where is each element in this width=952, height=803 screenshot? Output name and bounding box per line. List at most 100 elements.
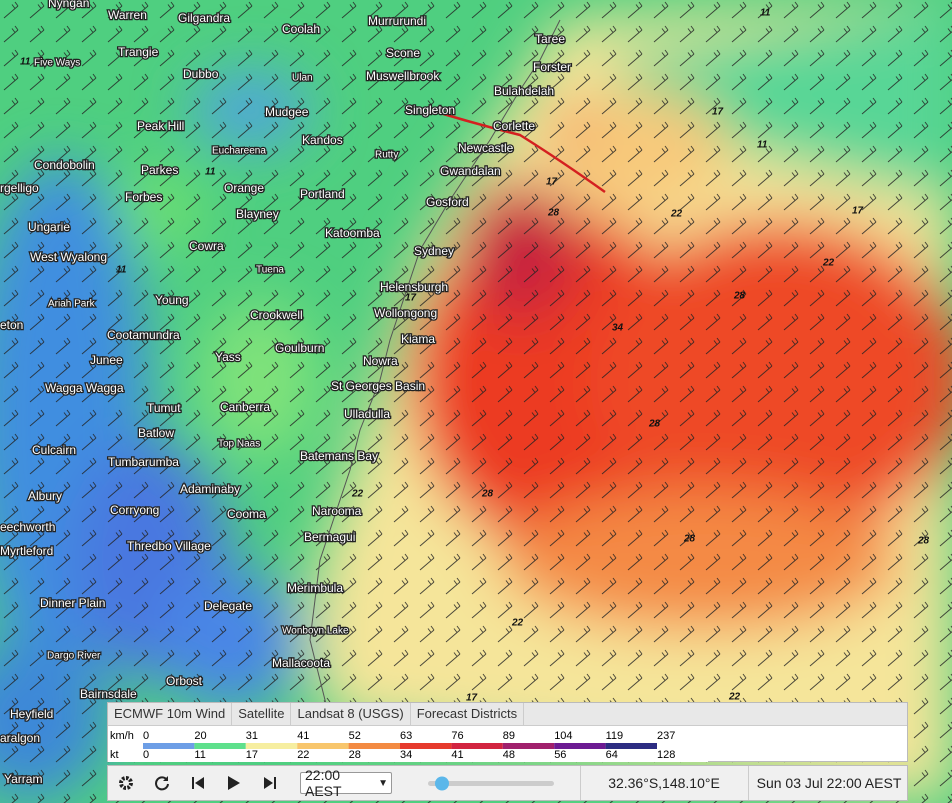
scale-swatch [143, 743, 195, 749]
scale-swatch [554, 743, 606, 749]
place-label: Katoomba [325, 226, 380, 240]
contour-label: 28 [683, 534, 696, 545]
contour-label: 28 [481, 489, 494, 500]
contour-label: 17 [852, 206, 864, 217]
kt-value: 41 [451, 749, 463, 761]
kmh-value: 63 [400, 730, 412, 742]
place-label: Dinner Plain [40, 596, 105, 610]
place-label: Portland [300, 187, 345, 201]
place-label: aralgon [0, 731, 40, 745]
place-label: Adaminaby [180, 482, 240, 496]
place-label: Wollongong [374, 306, 437, 320]
place-label: West Wyalong [30, 250, 107, 264]
layer-tab[interactable]: ECMWF 10m Wind [108, 703, 233, 725]
settings-button[interactable] [110, 766, 142, 800]
datetime: Sun 03 Jul 22:00 AEST [748, 766, 909, 800]
place-label: Heyfield [10, 707, 53, 721]
kt-value: 11 [194, 749, 205, 761]
place-label: Newcastle [458, 141, 514, 155]
kmh-value: 76 [451, 730, 463, 742]
place-label: Cooma [227, 507, 266, 521]
kmh-value: 119 [606, 730, 624, 742]
contour-label: 11 [20, 57, 31, 68]
place-label: Forster [533, 60, 571, 74]
place-label: St Georges Basin [331, 379, 425, 393]
legend: ECMWF 10m Wind Satellite Landsat 8 (USGS) F… [107, 702, 908, 762]
layer-tab[interactable]: Landsat 8 (USGS) [291, 703, 411, 725]
place-label: Ungarie [28, 220, 70, 234]
play-button[interactable] [218, 766, 250, 800]
place-label: Mallacoota [272, 656, 330, 670]
place-label: Myrtleford [0, 544, 53, 558]
next-button[interactable] [254, 766, 286, 800]
scale-swatch [451, 743, 503, 749]
place-label: Corlette [493, 119, 535, 133]
place-label: Bairnsdale [80, 687, 137, 701]
refresh-button[interactable] [146, 766, 178, 800]
place-label: Helensburgh [380, 280, 448, 294]
place-label: Mudgee [265, 105, 309, 119]
time-select[interactable]: 22:00 AEST ▼ [300, 767, 392, 799]
contour-label: 17 [466, 693, 478, 704]
place-label: Canberra [220, 400, 270, 414]
place-label: Narooma [312, 504, 362, 518]
kt-value: 128 [657, 749, 675, 761]
layer-tab[interactable]: Forecast Districts [411, 703, 525, 725]
layer-tab[interactable]: Satellite [232, 703, 292, 725]
kmh-value: 237 [657, 730, 675, 742]
contour-label: 22 [728, 692, 741, 703]
place-label: Batemans Bay [300, 449, 378, 463]
place-label: Blayney [236, 207, 279, 221]
kmh-value: 31 [246, 730, 258, 742]
place-label: Gosford [426, 195, 469, 209]
coordinates-text: 32.36°S,148.10°E [608, 775, 720, 791]
contour-label: 11 [116, 265, 127, 276]
contour-label: 11 [760, 8, 771, 19]
contour-label: 28 [917, 536, 930, 547]
kmh-value: 89 [503, 730, 515, 742]
place-label: Coolah [282, 22, 320, 36]
kmh-value: 104 [554, 730, 572, 742]
scale-swatch [502, 743, 555, 749]
place-label: Cowra [189, 239, 224, 253]
place-label: Merimbula [287, 581, 343, 595]
place-label: Batlow [138, 426, 174, 440]
place-label: Albury [28, 489, 62, 503]
place-label: Rutty [375, 150, 398, 161]
scale-swatch [245, 743, 298, 749]
contour-label: 22 [351, 489, 364, 500]
place-label: eechworth [0, 520, 55, 534]
place-label: Bermagui [304, 530, 355, 544]
place-label: Goulburn [275, 341, 324, 355]
place-label: Gwandalan [440, 164, 501, 178]
place-label: Parkes [141, 163, 178, 177]
place-label: Sydney [414, 244, 454, 258]
kmh-value: 0 [143, 730, 149, 742]
place-label: Thredbo Village [127, 539, 211, 553]
scale-swatch [400, 743, 452, 749]
place-label: Yarram [4, 772, 42, 786]
place-label: Yass [215, 350, 241, 364]
place-label: Tuena [256, 265, 284, 276]
kt-value: 34 [400, 749, 412, 761]
place-label: Ulan [292, 73, 313, 84]
place-label: Ulladulla [344, 407, 390, 421]
contour-label: 34 [612, 323, 624, 334]
previous-button[interactable] [182, 766, 214, 800]
scale-swatch [605, 743, 657, 749]
place-label: Dubbo [183, 67, 219, 81]
place-label: Gilgandra [178, 11, 230, 25]
place-label: Muswellbrook [366, 69, 440, 83]
contour-label: 28 [547, 208, 560, 219]
place-label: Murrurundi [368, 14, 426, 28]
time-slider[interactable] [426, 766, 556, 800]
place-label: Bulahdelah [494, 84, 554, 98]
place-label: Taree [535, 32, 565, 46]
contour-label: 17 [405, 293, 417, 304]
place-label: Singleton [405, 103, 455, 117]
place-label: Orange [224, 181, 264, 195]
contour-label: 28 [648, 419, 661, 430]
scale-swatch [297, 743, 349, 749]
